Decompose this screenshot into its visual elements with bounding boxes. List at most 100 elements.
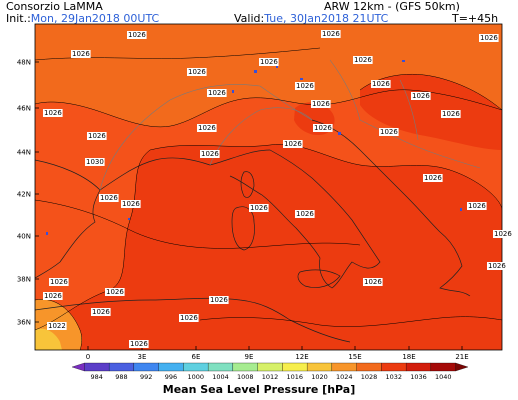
valid-line: Valid:Tue, 30Jan2018 21UTC — [234, 12, 388, 25]
isobar-label: 1026 — [49, 278, 69, 286]
svg-text:1026: 1026 — [488, 262, 506, 270]
svg-text:1026: 1026 — [210, 296, 228, 304]
pressure-band-1020 — [35, 328, 62, 350]
isobar-label: 1026 — [423, 174, 443, 182]
svg-text:1026: 1026 — [44, 292, 62, 300]
isobar-label: 1026 — [321, 30, 341, 38]
svg-text:1026: 1026 — [250, 204, 268, 212]
colorbar-tick-label: 1040 — [435, 373, 452, 381]
lon-tick-label: 21E — [455, 353, 468, 361]
isobar-label: 1026 — [87, 132, 107, 140]
lon-tick-label: 6E — [192, 353, 201, 361]
svg-text:1026: 1026 — [424, 174, 442, 182]
isobars — [35, 47, 502, 350]
colorbar-swatch — [232, 362, 258, 372]
colorbar-tick-label: 1020 — [311, 373, 328, 381]
svg-text:1026: 1026 — [296, 82, 314, 90]
svg-text:1026: 1026 — [314, 124, 332, 132]
svg-text:1026: 1026 — [354, 56, 372, 64]
colorbar-swatch — [356, 362, 382, 372]
svg-text:1026: 1026 — [296, 210, 314, 218]
map-fill — [35, 24, 502, 350]
isobar-label: 1026 — [249, 204, 269, 212]
svg-text:1026: 1026 — [284, 140, 302, 148]
svg-text:1026: 1026 — [468, 202, 486, 210]
colorbar-swatch — [257, 362, 283, 372]
lat-tick-label: 46N — [17, 105, 31, 113]
colorbar-swatch — [133, 362, 159, 372]
isobar-label: 1026 — [187, 68, 207, 76]
colorbar-swatch — [108, 362, 135, 372]
isobar-label: 1026 — [295, 82, 315, 90]
isobar-label: 1026 — [441, 110, 461, 118]
colorbar-swatch — [183, 362, 209, 372]
map-border — [34, 23, 503, 351]
isobar-label: 1026 — [363, 278, 383, 286]
isobar-label: 1026 — [467, 202, 487, 210]
isobar-label: 1026 — [91, 308, 111, 316]
country-borders — [99, 59, 481, 191]
svg-text:1026: 1026 — [380, 128, 398, 136]
coastlines — [35, 119, 471, 343]
isobar-label: 1022 — [47, 322, 67, 330]
source-title: Consorzio LaMMA — [6, 0, 103, 13]
colorbar-swatch — [207, 362, 234, 372]
isobar-label: 1026 — [379, 128, 399, 136]
pressure-band-1028 — [35, 144, 502, 350]
svg-text:1026: 1026 — [72, 50, 90, 58]
pressure-band-1024 — [35, 24, 502, 127]
svg-text:1026: 1026 — [128, 31, 146, 39]
lat-tick-label: 38N — [17, 276, 31, 284]
isobar-label: 1026 — [493, 230, 513, 238]
lon-tick-group: 0 3E 6E 9E 12E 15E 18E 21E — [86, 346, 469, 361]
svg-text:1026: 1026 — [130, 340, 148, 348]
isobar-label: 1026 — [411, 92, 431, 100]
svg-text:1026: 1026 — [100, 194, 118, 202]
lat-tick-label: 44N — [17, 149, 31, 157]
isobar-label: 1026 — [197, 124, 217, 132]
pressure-band-1028-balkans — [360, 74, 502, 150]
svg-text:1026: 1026 — [480, 34, 498, 42]
svg-text:1026: 1026 — [412, 92, 430, 100]
colorbar-high-arrow — [455, 362, 469, 372]
svg-text:1026: 1026 — [198, 124, 216, 132]
colorbar-swatch — [282, 362, 308, 372]
init-line: Init.:Mon, 29Jan2018 00UTC — [6, 12, 159, 25]
lon-tick-label: 9E — [245, 353, 254, 361]
colorbar-swatch — [84, 362, 110, 372]
isobar-label: 1026 — [99, 194, 119, 202]
model-title: ARW 12km - (GFS 50km) — [324, 0, 460, 13]
isobar-label: 1026 — [179, 314, 199, 322]
init-value: Mon, 29Jan2018 00UTC — [30, 12, 160, 25]
isobar-label: 1026 — [129, 340, 149, 348]
svg-text:1026: 1026 — [180, 314, 198, 322]
svg-text:1026: 1026 — [372, 80, 390, 88]
colorbar-swatch — [158, 362, 184, 372]
svg-text:1026: 1026 — [364, 278, 382, 286]
colorbar-tick-label: 1032 — [385, 373, 402, 381]
isobar-label-group: 1026 1026 1026 1026 1026 1026 1026 1026 1026 1026… — [43, 30, 513, 348]
colorbar-swatch — [306, 362, 333, 372]
colorbar-swatch — [331, 362, 357, 372]
lon-tick-label: 0 — [86, 353, 90, 361]
colorbar-tick-label: 984 — [91, 373, 103, 381]
isobar-label: 1026 — [200, 150, 220, 158]
isobar-label: 1026 — [121, 200, 141, 208]
valid-label: Valid: — [234, 12, 265, 25]
lat-tick-label: 48N — [17, 59, 31, 67]
colorbar-tick-label: 1028 — [361, 373, 378, 381]
valid-value: Tue, 30Jan2018 21UTC — [264, 12, 389, 25]
svg-text:1022: 1022 — [48, 322, 66, 330]
isobar-label: 1026 — [311, 100, 331, 108]
svg-text:1026: 1026 — [312, 100, 330, 108]
isobar-label: 1026 — [127, 31, 147, 39]
svg-text:1026: 1026 — [208, 89, 226, 97]
colorbar-tick-label: 1008 — [237, 373, 254, 381]
svg-text:1026: 1026 — [106, 288, 124, 296]
isobar-label: 1026 — [295, 210, 315, 218]
colorbar-tick-label: 1004 — [212, 373, 229, 381]
colorbar-swatch — [430, 362, 456, 372]
lon-tick-label: 3E — [138, 353, 147, 361]
lon-tick-label: 12E — [295, 353, 308, 361]
isobar-label: 1026 — [43, 109, 63, 117]
